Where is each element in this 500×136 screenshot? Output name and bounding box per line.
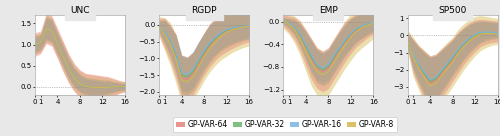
Title: RGDP: RGDP	[192, 6, 217, 15]
Title: EMP: EMP	[319, 6, 338, 15]
Legend: GP-VAR-64, GP-VAR-32, GP-VAR-16, GP-VAR-8: GP-VAR-64, GP-VAR-32, GP-VAR-16, GP-VAR-…	[173, 117, 397, 132]
Title: UNC: UNC	[70, 6, 89, 15]
Title: SP500: SP500	[438, 6, 466, 15]
